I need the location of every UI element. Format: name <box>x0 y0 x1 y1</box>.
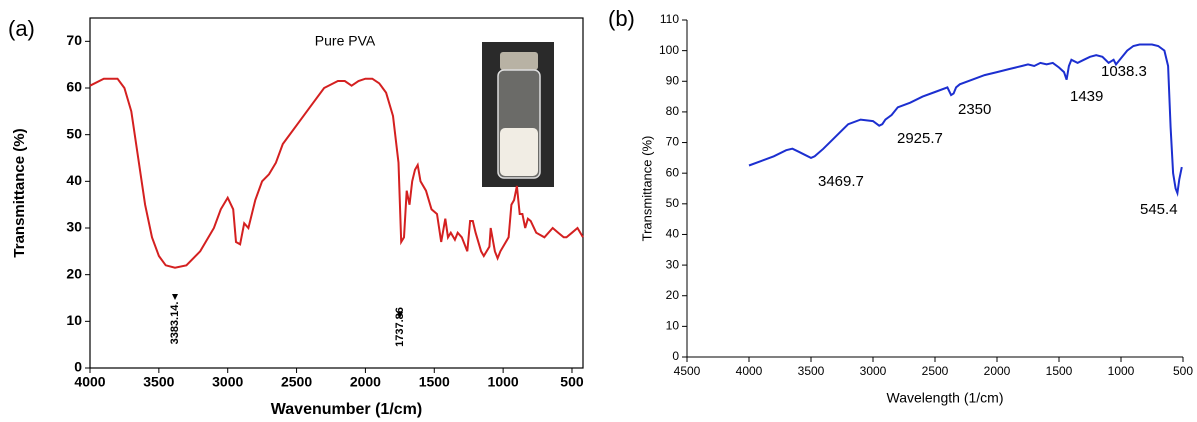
y-axis-label: Transmittance (%) <box>639 136 654 242</box>
x-tick-label: 4000 <box>74 374 105 390</box>
x-tick-label: 4500 <box>674 364 701 378</box>
y-tick-label: 0 <box>74 359 82 375</box>
x-tick-label: 3000 <box>212 374 243 390</box>
y-tick-label: 90 <box>666 73 680 87</box>
peak-arrow <box>172 294 178 300</box>
panel: 0 10 20 30 40 50 60 70 4000 3500 3000 2500 2000 1500 1… <box>8 16 584 418</box>
panel-label: (b) <box>608 6 635 31</box>
x-tick-label: 3000 <box>860 364 887 378</box>
y-tick-label: 70 <box>66 32 82 48</box>
peak-label: 3383.14. <box>169 302 181 345</box>
x-axis-label: Wavenumber (1/cm) <box>271 401 422 418</box>
x-tick-label: 1000 <box>488 374 519 390</box>
y-tick-label: 40 <box>66 172 82 188</box>
y-tick-label: 40 <box>666 227 680 241</box>
x-tick-label: 500 <box>560 374 584 390</box>
y-tick-label: 80 <box>666 104 680 118</box>
y-tick-label: 70 <box>666 135 680 149</box>
x-tick-label: 1000 <box>1108 364 1135 378</box>
peak-label: 2925.7 <box>897 130 943 147</box>
x-tick-label: 3500 <box>143 374 174 390</box>
y-tick-label: 50 <box>666 196 680 210</box>
peak-label: 545.4 <box>1140 201 1178 218</box>
x-tick-label: 1500 <box>1046 364 1073 378</box>
annotation-title: Pure PVA <box>315 33 376 49</box>
x-tick-label: 4000 <box>736 364 763 378</box>
y-tick-label: 60 <box>66 79 82 95</box>
y-tick-label: 10 <box>666 319 680 333</box>
x-tick-label: 2000 <box>350 374 381 390</box>
peak-label: 1737.86 <box>394 307 406 347</box>
x-tick-label: 2000 <box>984 364 1011 378</box>
y-tick-label: 60 <box>666 165 680 179</box>
y-tick-label: 30 <box>66 219 82 235</box>
plot-frame <box>89 17 584 369</box>
y-axis-label: Transmittance (%) <box>11 128 28 257</box>
panel: 0 10 20 30 40 50 60 70 80 90 100 110 4500 4000 3500 300… <box>608 6 1193 406</box>
y-tick-label: 50 <box>66 125 82 141</box>
spectrum-line <box>748 43 1183 198</box>
x-tick-label: 500 <box>1173 364 1193 378</box>
y-tick-label: 10 <box>66 312 82 328</box>
x-tick-label: 1500 <box>419 374 450 390</box>
peak-label: 3469.7 <box>818 173 864 190</box>
peak-label: 2350 <box>958 101 991 118</box>
x-axis-label: Wavelength (1/cm) <box>887 390 1004 406</box>
y-tick-label: 110 <box>660 12 679 26</box>
spectrum-line <box>89 77 584 269</box>
peak-arrow <box>397 312 403 318</box>
x-tick-label: 2500 <box>281 374 312 390</box>
x-tick-label: 2500 <box>922 364 949 378</box>
peak-label: 1439 <box>1070 88 1103 105</box>
panel-label: (a) <box>8 16 35 41</box>
y-tick-label: 100 <box>659 43 679 57</box>
y-tick-label: 0 <box>672 349 679 363</box>
y-tick-label: 20 <box>666 288 680 302</box>
inset-photo <box>482 42 554 187</box>
y-tick-label: 30 <box>666 257 680 271</box>
y-tick-label: 20 <box>66 265 82 281</box>
x-tick-label: 3500 <box>798 364 825 378</box>
peak-label: 1038.3 <box>1101 63 1147 80</box>
